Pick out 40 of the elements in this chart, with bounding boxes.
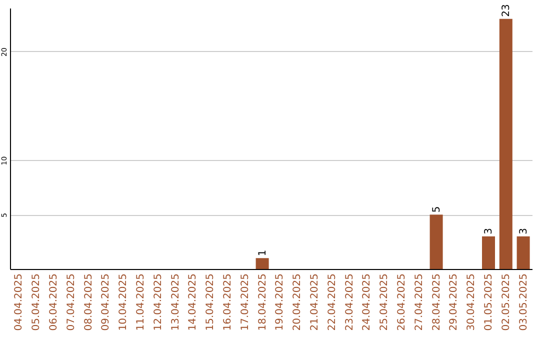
x-tick-label: 11.04.2025 [136,274,146,331]
x-tick-label: 28.04.2025 [431,274,442,331]
x-tick-label: 15.04.2025 [205,274,216,331]
x-tick-label: 17.04.2025 [240,274,251,331]
x-tick-label: 29.04.2025 [448,274,460,331]
data-label: 3 [484,228,494,234]
x-tick-label: 16.04.2025 [222,274,234,331]
x-tick-label: 20.04.2025 [292,274,304,331]
x-tick-label: 26.04.2025 [396,274,408,331]
x-tick-label: 19.04.2025 [274,274,286,331]
x-tick-label: 08.04.2025 [83,274,94,331]
bar [499,18,512,269]
bar [516,236,530,269]
x-tick-label: 13.04.2025 [170,274,182,331]
bar [482,236,495,269]
x-tick-label: 27.04.2025 [414,274,425,331]
bar [256,258,269,269]
x-tick-label: 09.04.2025 [100,274,112,331]
x-tick-label: 07.04.2025 [66,274,77,331]
x-tick-label: 30.04.2025 [466,274,478,331]
data-label: 5 [431,206,442,213]
x-tick-label: 24.04.2025 [362,274,373,331]
data-label: 3 [518,228,530,234]
data-label: 23 [500,4,512,17]
x-tick-label: 12.04.2025 [152,274,164,331]
x-tick-label: 05.04.2025 [31,274,42,331]
x-tick-label: 04.04.2025 [14,274,25,331]
data-label: 1 [257,250,268,256]
x-tick-label: 21.04.2025 [310,274,320,331]
x-tick-label: 03.05.2025 [518,274,530,331]
x-tick-label: 14.04.2025 [188,274,199,331]
x-tick-label: 02.05.2025 [500,274,512,331]
x-tick-label: 18.04.2025 [257,274,268,331]
x-tick-label: 23.04.2025 [344,274,356,331]
x-tick-label: 06.04.2025 [48,274,60,331]
bar [430,214,443,269]
x-tick-label: 10.04.2025 [118,274,130,331]
x-tick-label: 25.04.2025 [379,274,390,331]
x-tick-label: 22.04.2025 [326,274,338,331]
x-tick-label: 01.05.2025 [484,274,494,331]
